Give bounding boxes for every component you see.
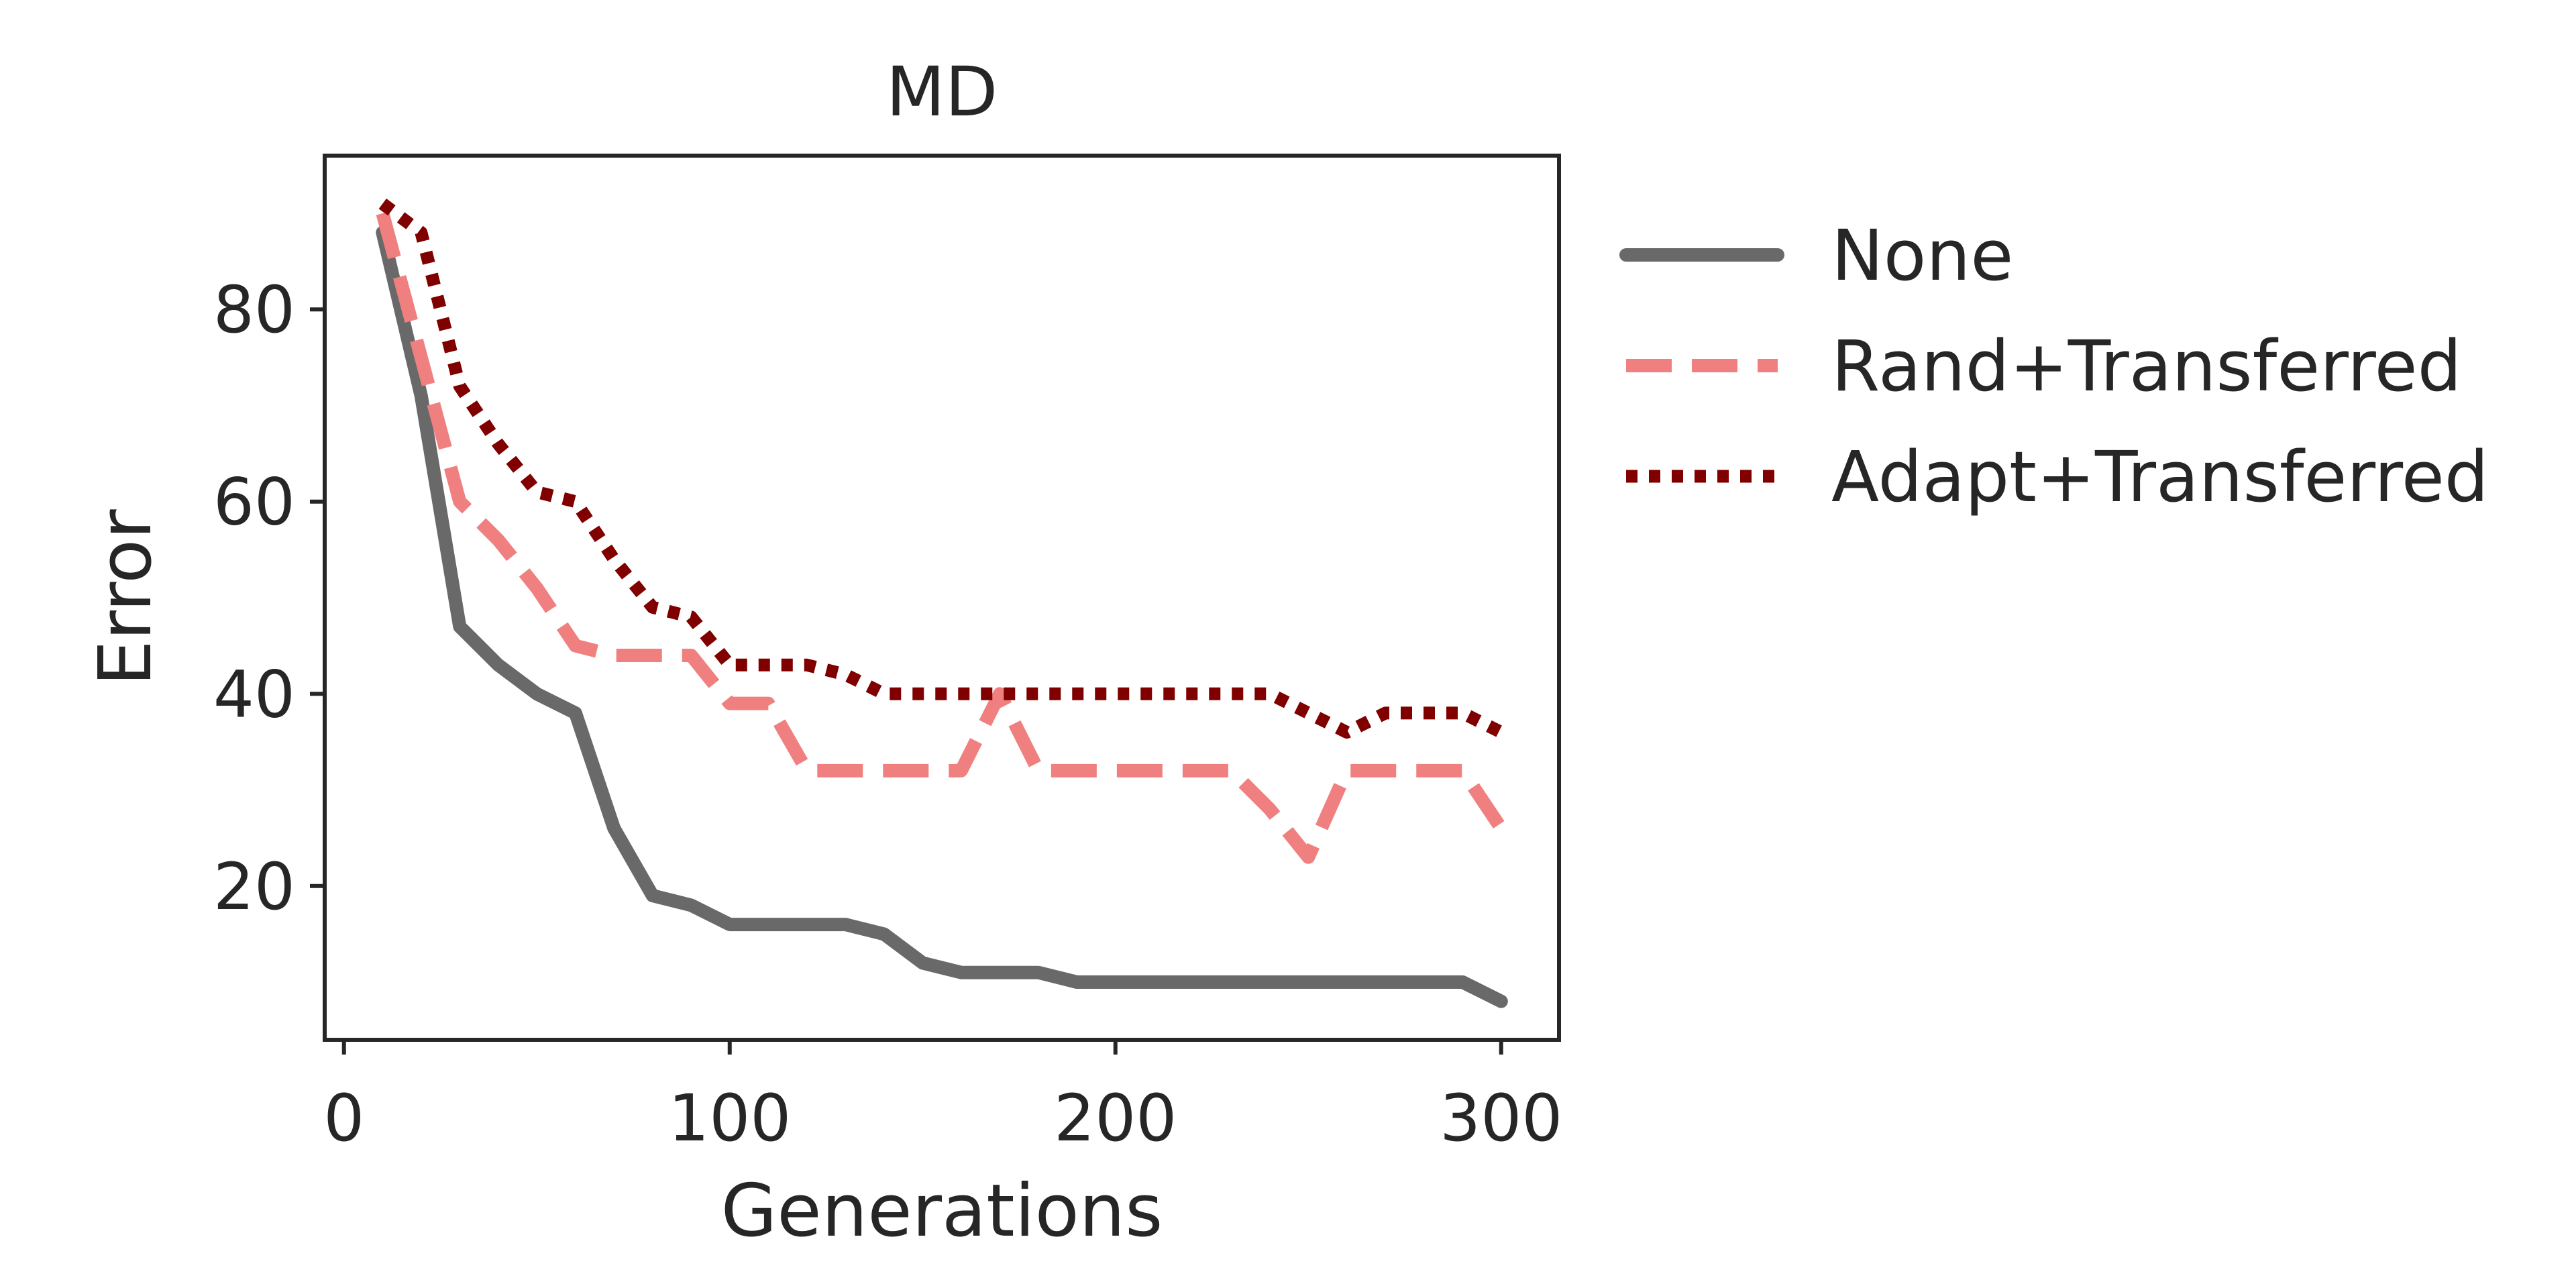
- legend-label-3: Adapt+Transferred: [1831, 436, 2489, 518]
- x-tick-label: 300: [1440, 1081, 1562, 1156]
- legend-label-2: Rand+Transferred: [1831, 325, 2462, 407]
- series-line-2: [376, 211, 1507, 864]
- y-tick-label: 60: [213, 465, 295, 540]
- x-axis-label: Generations: [721, 1169, 1163, 1253]
- series-line-3: [378, 198, 1505, 739]
- x-tick-label: 0: [323, 1081, 364, 1156]
- y-tick-label: 40: [213, 657, 295, 732]
- y-tick-label: 20: [213, 849, 295, 924]
- y-tick-label: 80: [213, 272, 295, 347]
- series-line-1: [376, 225, 1508, 1008]
- y-axis-ticks: 20 40 60 80: [213, 272, 325, 924]
- plot-frame: [323, 154, 1561, 1042]
- series-layer: [376, 198, 1508, 1008]
- legend-label-1: None: [1831, 215, 2013, 297]
- y-axis-label: Error: [84, 509, 168, 686]
- x-tick-label: 200: [1054, 1081, 1177, 1156]
- chart-title: MD: [886, 52, 998, 132]
- legend: None Rand+Transferred Adapt+Transferred: [1619, 215, 2489, 518]
- x-tick-label: 100: [668, 1081, 791, 1156]
- x-axis-ticks: 0 100 200 300: [323, 1040, 1562, 1156]
